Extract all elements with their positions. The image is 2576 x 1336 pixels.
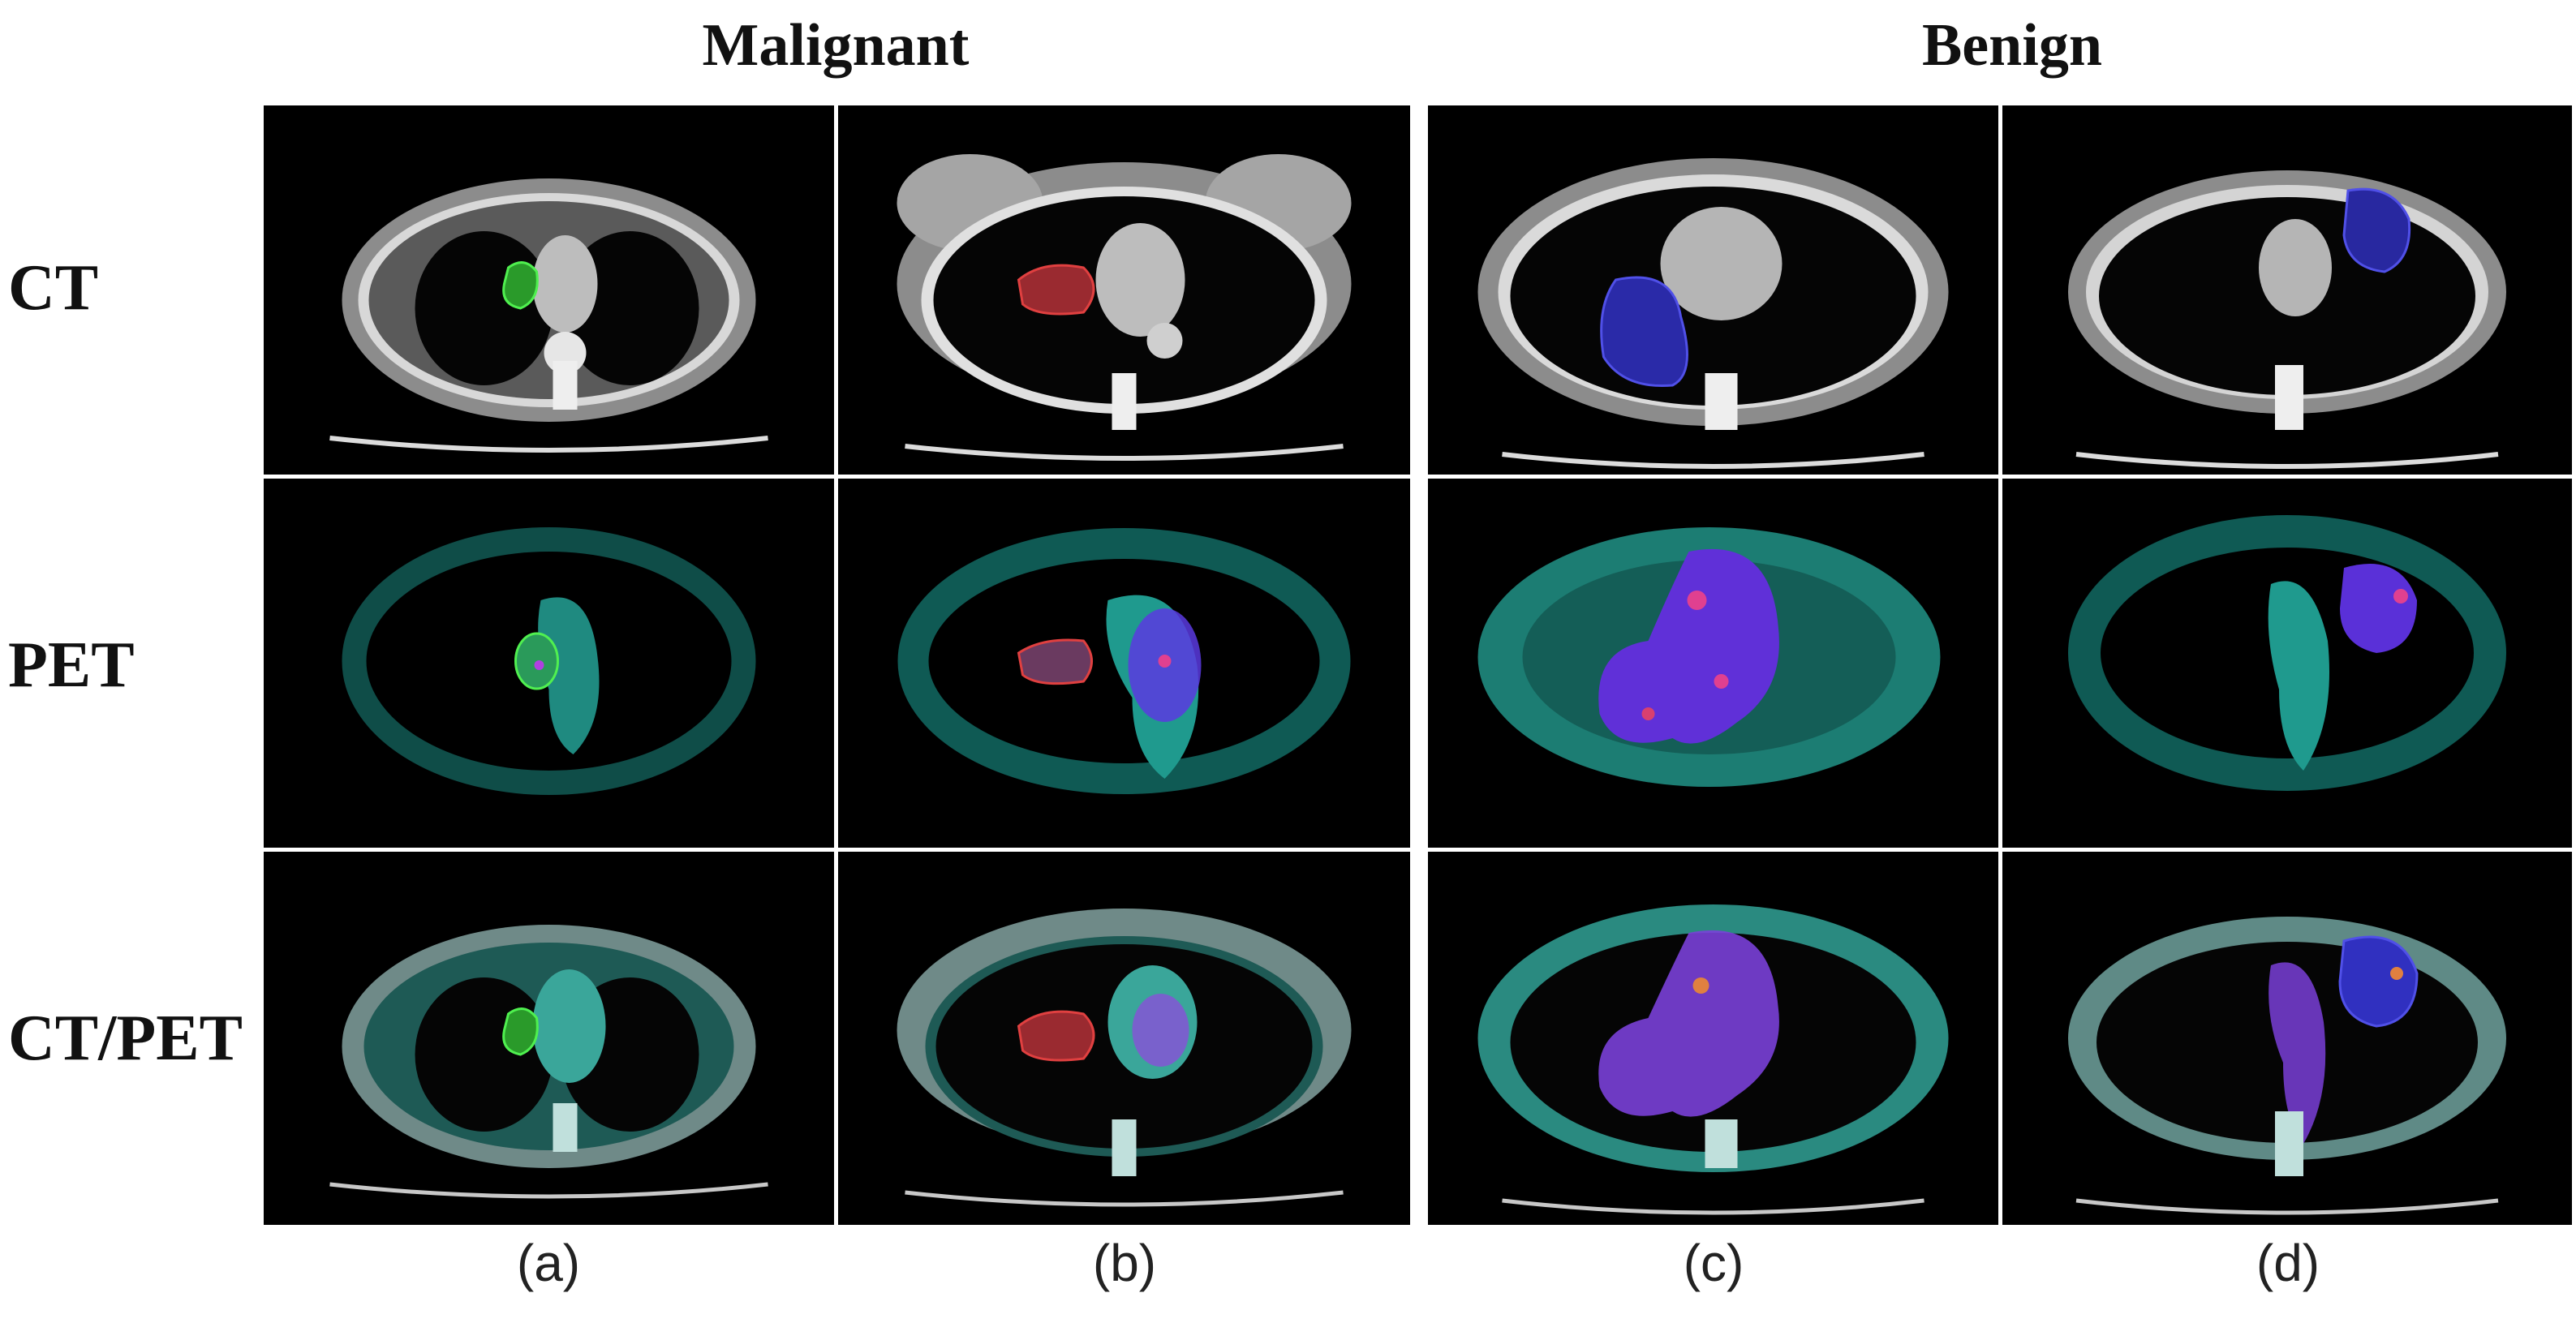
pet-image-a xyxy=(264,479,834,848)
ct-image-a xyxy=(264,105,834,475)
row-label-ct: CT xyxy=(8,252,99,324)
benign-title: Benign xyxy=(1921,12,2103,79)
row-label-pet: PET xyxy=(8,629,135,701)
ct-pet-image-d xyxy=(2002,852,2572,1225)
ct-image-d xyxy=(2002,105,2572,475)
pet-image-b xyxy=(838,479,1410,848)
column-label-b: (b) xyxy=(1092,1234,1157,1292)
ct-image-c xyxy=(1428,105,1998,475)
pet-image-c xyxy=(1428,479,1998,848)
ct-pet-image-c xyxy=(1428,852,1998,1225)
ct-pet-image-b xyxy=(838,852,1410,1225)
column-label-c: (c) xyxy=(1683,1234,1744,1292)
ct-image-b xyxy=(838,105,1410,475)
column-label-d: (d) xyxy=(2256,1234,2320,1292)
pet-image-d xyxy=(2002,479,2572,848)
ct-pet-image-a xyxy=(264,852,834,1225)
row-label-ct-pet: CT/PET xyxy=(8,1003,243,1074)
column-label-a: (a) xyxy=(516,1234,581,1292)
malignant-title: Malignant xyxy=(702,12,970,79)
